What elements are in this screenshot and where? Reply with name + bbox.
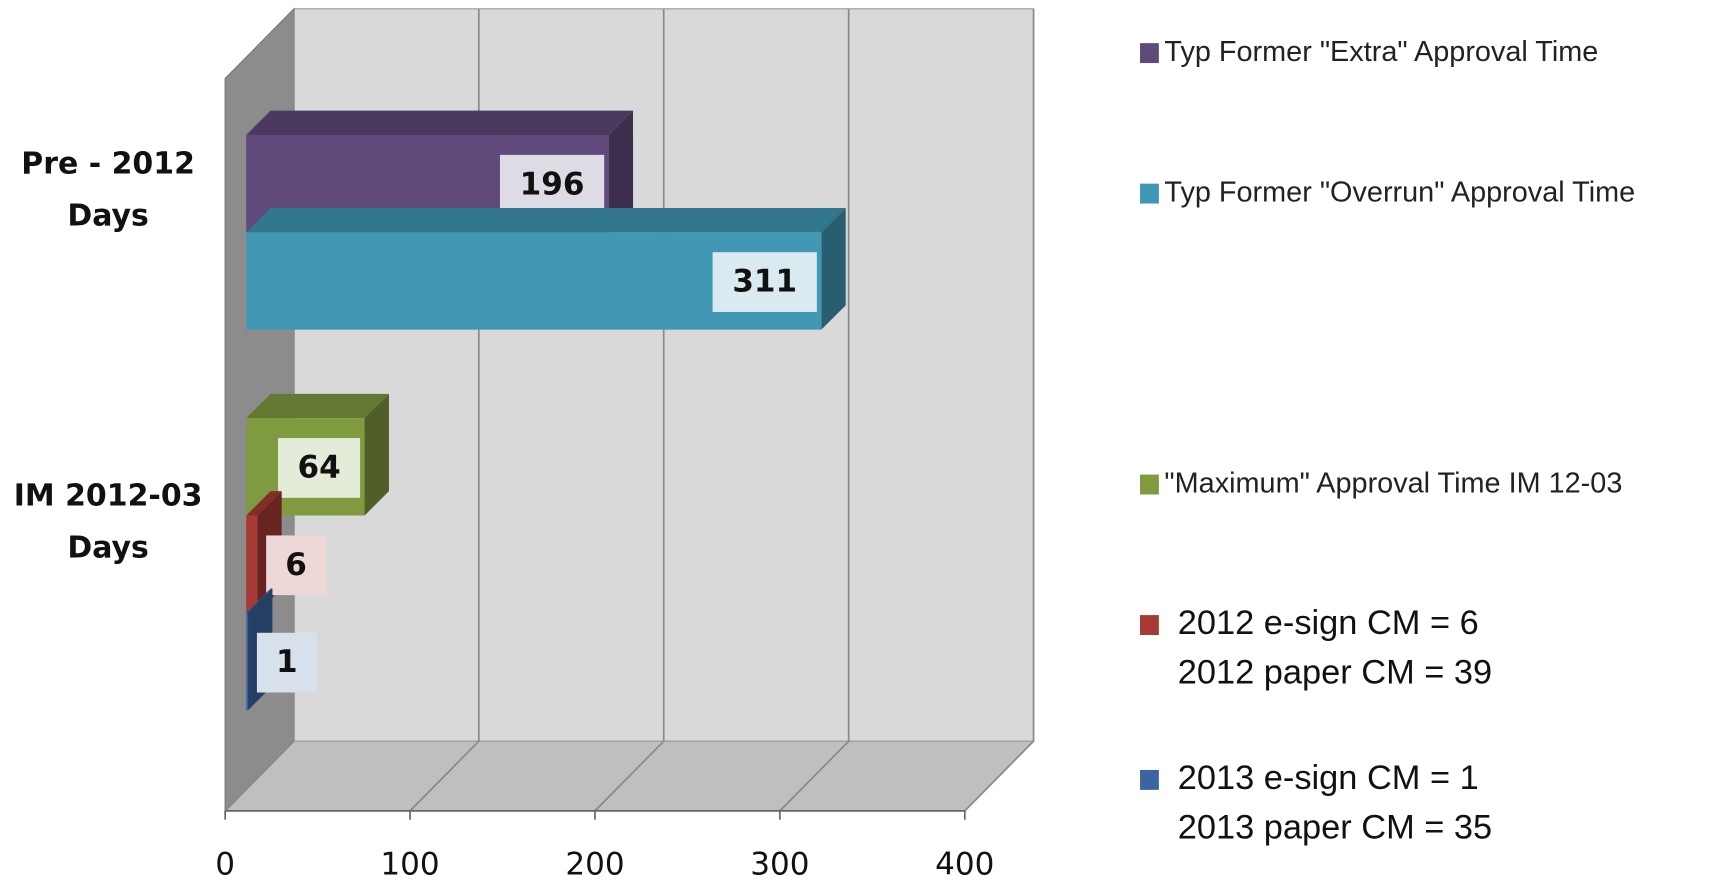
value-label: 311 (732, 264, 797, 300)
value-label: 1 (276, 644, 298, 680)
floor-grid-line (224, 740, 295, 812)
legend-label-box: Typ Former "Extra" Approval Time (1164, 34, 1599, 68)
legend-label-box: Typ Former "Overrun" Approval Time (1164, 174, 1636, 208)
legend-swatch (1140, 769, 1159, 790)
x-tick-label: 200 (565, 847, 624, 883)
value-label-box (256, 632, 317, 693)
legend-label: Typ Former "Overrun" Approval Time (1164, 174, 1636, 208)
bar-side (821, 207, 846, 330)
floor-grid-line (409, 740, 480, 812)
bar-front (246, 612, 249, 711)
value-label-box (712, 252, 817, 312)
legend-swatch (1140, 43, 1159, 64)
legend-label-box: 2013 e-sign CM = 1 2013 paper CM = 35 (1177, 757, 1493, 847)
bar-top (246, 393, 389, 419)
x-tick-label: 300 (750, 847, 809, 883)
y-tick-label: Pre - 2012 Days (21, 147, 195, 234)
legend-label: "Maximum" Approval Time IM 12-03 (1164, 465, 1623, 499)
legend-swatch (1140, 474, 1159, 495)
value-label: 64 (297, 450, 340, 486)
y-tick-label-box: Pre - 2012 Days (21, 147, 195, 234)
value-label-box (266, 535, 327, 596)
bar-side (364, 393, 389, 516)
value-label: 6 (285, 547, 307, 583)
legend-label: Typ Former "Extra" Approval Time (1164, 34, 1599, 68)
legend-label-box: "Maximum" Approval Time IM 12-03 (1164, 465, 1623, 499)
bar-top (246, 491, 282, 516)
legend-label: 2012 e-sign CM = 6 2012 paper CM = 39 (1177, 602, 1493, 692)
y-tick-label-box: IM 2012-03 Days (13, 479, 203, 566)
bar-side (608, 110, 634, 233)
x-tick-label: 400 (935, 847, 994, 883)
floor-grid-line (779, 740, 850, 812)
legend-label-box: 2012 e-sign CM = 6 2012 paper CM = 39 (1177, 602, 1493, 692)
floor-grid-line (964, 740, 1035, 812)
bar-top (246, 110, 634, 135)
value-label-box (499, 154, 605, 215)
legend-swatch (1140, 615, 1159, 635)
x-tick-label: 0 (215, 847, 235, 883)
value-label-box (278, 438, 361, 498)
floor-grid-line (594, 740, 665, 812)
legend-swatch (1140, 183, 1159, 204)
x-tick-label: 100 (380, 847, 439, 883)
bar-top (246, 207, 846, 233)
bar-front (246, 515, 258, 613)
legend-label: 2013 e-sign CM = 1 2013 paper CM = 35 (1177, 757, 1493, 847)
bar-top (246, 588, 273, 613)
y-tick-label: IM 2012-03 Days (13, 479, 203, 566)
value-label: 196 (520, 166, 585, 202)
